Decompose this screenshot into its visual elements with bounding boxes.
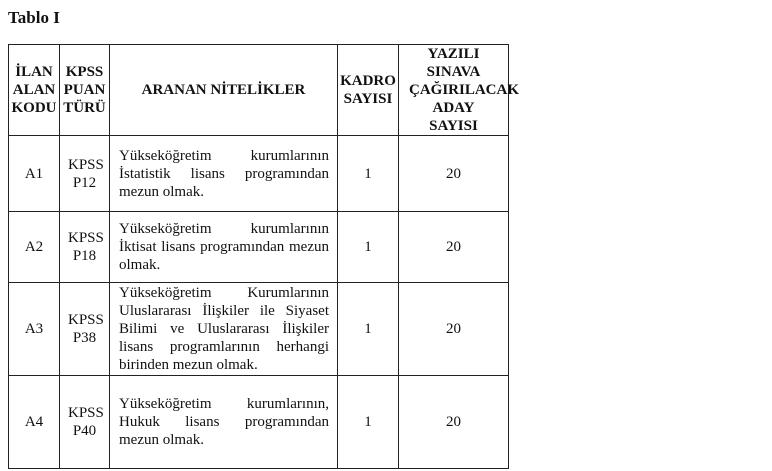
table-row: A3 KPSS P38 Yükseköğretim Kurumlarının U…: [8, 282, 762, 376]
cell-qualification: Yükseköğretim kurumlarının, Hukuk lisans…: [109, 375, 338, 469]
cell-kadro: 1: [337, 375, 399, 469]
cell-kpss: KPSS P38: [59, 282, 110, 376]
header-qualifications: ARANAN NİTELİKLER: [109, 44, 338, 136]
cell-code: A4: [8, 375, 60, 469]
cell-kadro: 1: [337, 211, 399, 283]
cell-kadro: 1: [337, 282, 399, 376]
cell-aday: 20: [398, 211, 509, 283]
cell-qualification: Yükseköğretim kurumlarının İktisat lisan…: [109, 211, 338, 283]
cell-qualification: Yükseköğretim Kurumlarının Uluslararası …: [109, 282, 338, 376]
positions-table: İLAN ALAN KODU KPSS PUAN TÜRÜ ARANAN NİT…: [8, 44, 762, 469]
cell-kpss: KPSS P12: [59, 135, 110, 212]
header-code: İLAN ALAN KODU: [8, 44, 60, 136]
cell-kadro: 1: [337, 135, 399, 212]
cell-aday: 20: [398, 135, 509, 212]
cell-kpss: KPSS P18: [59, 211, 110, 283]
header-aday: YAZILI SINAVA ÇAĞIRILACAK ADAY SAYISI: [398, 44, 519, 136]
cell-code: A2: [8, 211, 60, 283]
cell-code: A1: [8, 135, 60, 212]
cell-aday: 20: [398, 375, 509, 469]
table-row: A4 KPSS P40 Yükseköğretim kurumlarının, …: [8, 375, 762, 469]
table-row: A2 KPSS P18 Yükseköğretim kurumlarının İ…: [8, 211, 762, 283]
header-row: İLAN ALAN KODU KPSS PUAN TÜRÜ ARANAN NİT…: [8, 44, 762, 136]
cell-aday: 20: [398, 282, 509, 376]
cell-kpss: KPSS P40: [59, 375, 110, 469]
header-kpss: KPSS PUAN TÜRÜ: [59, 44, 110, 136]
cell-qualification: Yükseköğretim kurumlarının İstatistik li…: [109, 135, 338, 212]
cell-code: A3: [8, 282, 60, 376]
header-kadro: KADRO SAYISI: [337, 44, 399, 136]
table-row: A1 KPSS P12 Yükseköğretim kurumlarının İ…: [8, 135, 762, 212]
table-title: Tablo I: [8, 8, 60, 27]
